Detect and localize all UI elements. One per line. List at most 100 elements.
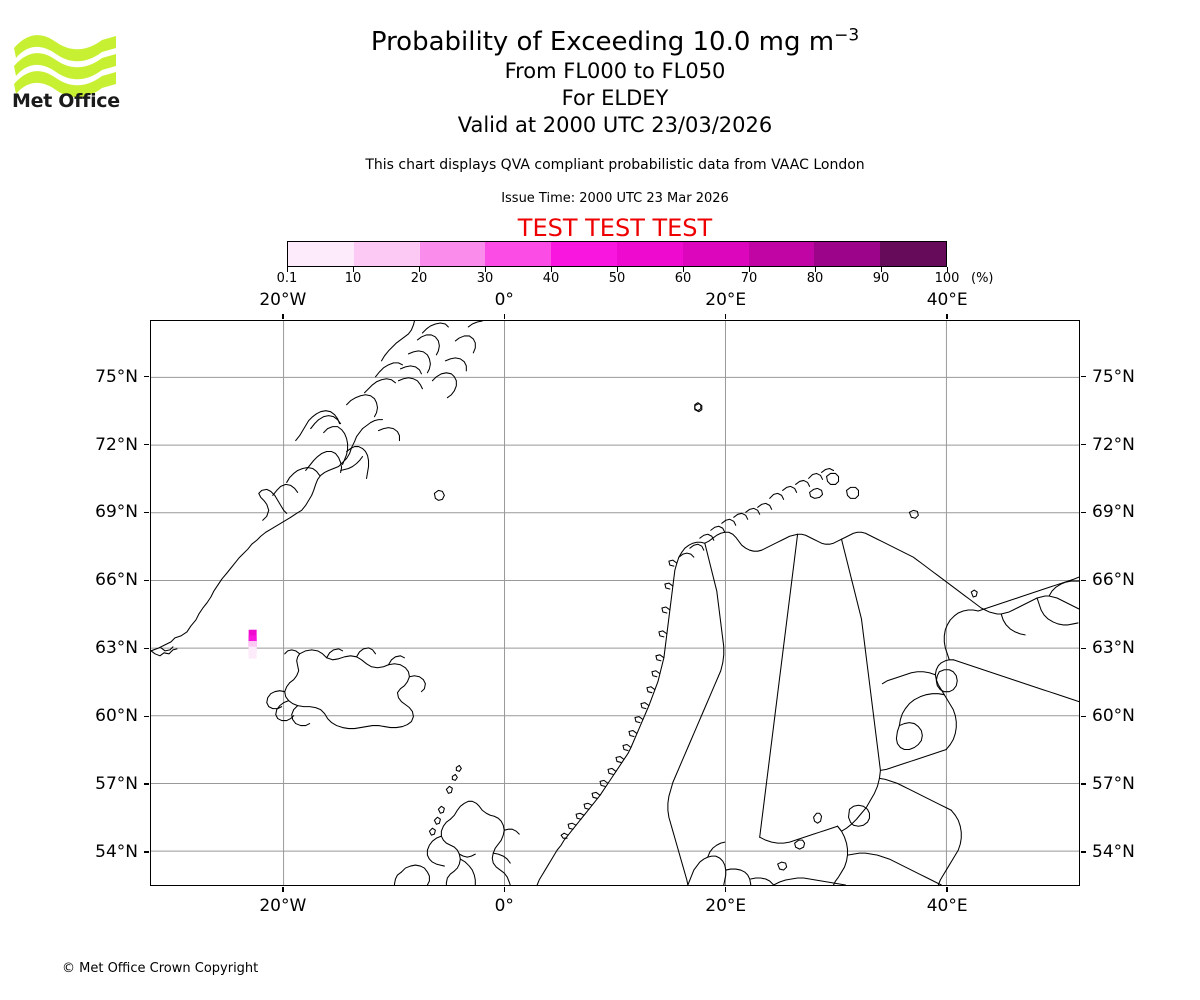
- colorbar-tick-label-0.1: 0.1: [276, 271, 298, 286]
- lat-tick-right: [1081, 783, 1086, 785]
- lon-label-top-0°: 0°: [494, 290, 514, 310]
- lon-label-top-20°W: 20°W: [259, 290, 307, 310]
- colorbar-tick-mark: [353, 267, 354, 272]
- copyright-footer: © Met Office Crown Copyright: [62, 961, 259, 976]
- map-canvas: [151, 321, 1079, 885]
- colorbar-segment-3: [485, 242, 552, 266]
- lon-tick-top: [725, 314, 727, 319]
- lon-tick-top: [503, 314, 505, 319]
- qva-note: This chart displays QVA compliant probab…: [365, 157, 865, 173]
- lat-tick-right: [1081, 715, 1086, 717]
- colorbar-segment-5: [616, 242, 683, 266]
- lon-tick-bottom: [503, 887, 505, 892]
- colorbar-tick-label-100: 100: [934, 271, 960, 286]
- lon-tick-top: [282, 314, 284, 319]
- colorbar-tick-label-80: 80: [806, 271, 824, 286]
- coastlines: [151, 321, 1079, 885]
- lon-label-bottom-40°E: 40°E: [926, 896, 968, 916]
- lat-tick-left: [144, 579, 149, 582]
- colorbar-tick-label-60: 60: [674, 271, 692, 286]
- lon-label-top-40°E: 40°E: [926, 290, 968, 310]
- lat-label-right-66°N: 66°N: [1092, 570, 1135, 591]
- lat-label-left-63°N: 63°N: [95, 638, 138, 659]
- lat-label-right-72°N: 72°N: [1092, 434, 1135, 455]
- lat-tick-right: [1081, 647, 1086, 649]
- lat-label-left-69°N: 69°N: [95, 502, 138, 523]
- colorbar-tick-label-40: 40: [542, 271, 560, 286]
- colorbar-tick-label-50: 50: [608, 271, 626, 286]
- lon-tick-bottom: [725, 887, 727, 892]
- lon-tick-top: [946, 314, 948, 319]
- lat-tick-left: [144, 647, 149, 649]
- lon-label-top-20°E: 20°E: [705, 290, 747, 310]
- volcano-name: For ELDEY: [561, 86, 669, 110]
- lat-tick-right: [1081, 443, 1086, 446]
- lat-label-right-57°N: 57°N: [1092, 774, 1135, 795]
- colorbar-ticks: 0.1 10 20 30 40 50 60 70 80 90 100: [277, 267, 959, 287]
- colorbar-gradient: [287, 241, 947, 267]
- test-banner: TEST TEST TEST: [517, 214, 713, 242]
- colorbar-segment-9: [880, 242, 946, 266]
- lat-label-right-63°N: 63°N: [1092, 638, 1135, 659]
- lat-tick-left: [144, 443, 149, 446]
- map-gridlines: [151, 321, 1079, 885]
- lat-label-right-75°N: 75°N: [1092, 366, 1135, 387]
- lat-label-left-54°N: 54°N: [95, 842, 138, 863]
- issue-time: Issue Time: 2000 UTC 23 Mar 2026: [501, 191, 729, 206]
- colorbar-units-label: (%): [971, 271, 994, 286]
- colorbar-tick-mark: [815, 267, 816, 272]
- colorbar-tick-mark: [617, 267, 618, 272]
- colorbar-segment-8: [814, 242, 881, 266]
- lat-tick-left: [144, 715, 149, 717]
- colorbar-tick-label-30: 30: [476, 271, 494, 286]
- lat-tick-left: [144, 783, 149, 785]
- lon-tick-bottom: [282, 887, 284, 892]
- lat-tick-left: [144, 851, 149, 853]
- lat-label-right-60°N: 60°N: [1092, 706, 1135, 727]
- plume-cell-3: [248, 646, 257, 659]
- colorbar-tick-mark: [485, 267, 486, 272]
- lon-label-bottom-20°E: 20°E: [705, 896, 747, 916]
- colorbar-segment-4: [551, 242, 617, 266]
- lat-label-left-66°N: 66°N: [95, 570, 138, 591]
- colorbar-tick-mark: [683, 267, 684, 272]
- colorbar-tick-label-90: 90: [872, 271, 890, 286]
- map-plot-area[interactable]: [150, 320, 1080, 886]
- lat-tick-right: [1081, 579, 1086, 582]
- colorbar-tick-mark: [551, 267, 552, 272]
- colorbar-tick-label-70: 70: [740, 271, 758, 286]
- colorbar-segment-1: [353, 242, 420, 266]
- met-office-wave-logo: [14, 35, 116, 98]
- colorbar-tick-mark: [749, 267, 750, 272]
- colorbar-segment-2: [419, 242, 486, 266]
- lat-label-left-72°N: 72°N: [95, 434, 138, 455]
- colorbar-segment-7: [748, 242, 815, 266]
- lat-label-left-75°N: 75°N: [95, 366, 138, 387]
- valid-time: Valid at 2000 UTC 23/03/2026: [457, 113, 773, 137]
- colorbar-tick-mark: [881, 267, 882, 272]
- lat-tick-left: [144, 375, 149, 378]
- colorbar-tick-mark: [287, 267, 288, 272]
- lat-label-right-69°N: 69°N: [1092, 502, 1135, 523]
- title-text: Probability of Exceeding 10.0 mg m: [370, 27, 835, 57]
- lat-label-left-60°N: 60°N: [95, 706, 138, 727]
- lat-label-right-54°N: 54°N: [1092, 842, 1135, 863]
- probability-colorbar: [287, 241, 947, 267]
- colorbar-tick-label-20: 20: [410, 271, 428, 286]
- colorbar-tick-mark: [419, 267, 420, 272]
- lat-label-left-57°N: 57°N: [95, 774, 138, 795]
- lat-tick-right: [1081, 851, 1086, 853]
- colorbar-segment-6: [682, 242, 749, 266]
- ash-probability-plume: [248, 629, 257, 659]
- colorbar-tick-label-10: 10: [344, 271, 362, 286]
- title-exponent: −3: [834, 25, 860, 46]
- lon-label-bottom-20°W: 20°W: [259, 896, 307, 916]
- flight-level-range: From FL000 to FL050: [504, 59, 726, 83]
- lat-tick-right: [1081, 511, 1086, 514]
- colorbar-tick-mark: [947, 267, 948, 272]
- lat-tick-left: [144, 511, 149, 514]
- chart-title-block: Probability of Exceeding 10.0 mg m−3 Fro…: [150, 26, 1080, 139]
- lat-tick-right: [1081, 375, 1086, 378]
- met-office-wordmark: Met Office: [12, 90, 120, 112]
- colorbar-segment-0: [288, 242, 354, 266]
